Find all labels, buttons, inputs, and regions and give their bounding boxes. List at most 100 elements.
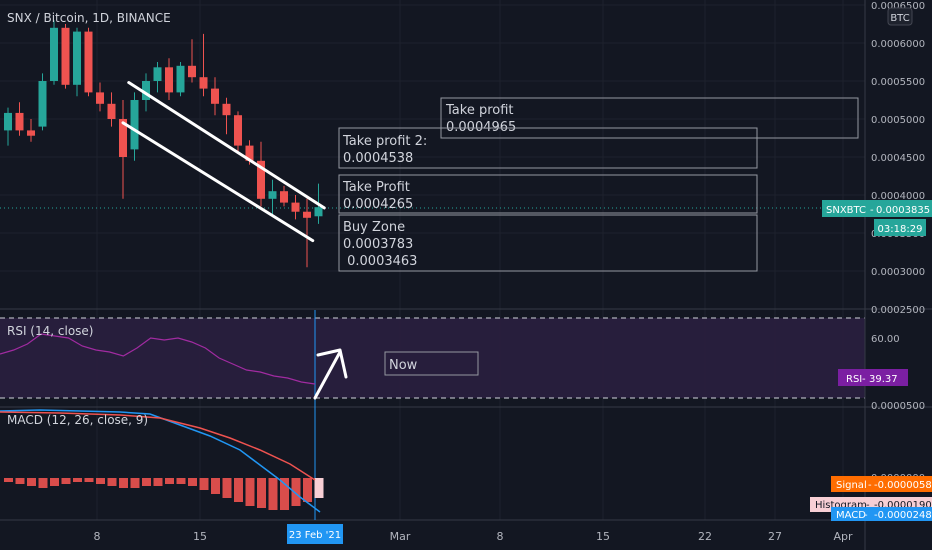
macd-separator: - — [864, 510, 868, 521]
candle-body — [153, 67, 162, 81]
rsi-value-tag — [838, 369, 908, 386]
annotation-line: 0.0003463 — [343, 254, 417, 269]
macd-histogram-bar — [165, 478, 174, 484]
histogram-value: -0.0000190 — [874, 500, 932, 511]
macd-histogram-bar — [73, 478, 82, 482]
annotation-take-profit-2[interactable]: Take profit 2: 0.0004538 — [338, 127, 758, 169]
rsi-value-separator: - — [862, 374, 866, 385]
macd-histogram-bar — [96, 478, 105, 484]
candle-body — [257, 160, 265, 199]
macd-tag — [831, 507, 932, 521]
signal-value: -0.0000058 — [874, 480, 932, 491]
candle-body — [199, 77, 208, 89]
macd-histogram-bar — [4, 478, 13, 482]
macd-histogram-bar — [199, 478, 209, 490]
annotation-take-profit-3[interactable]: Take profit 0.0004965 — [440, 97, 859, 139]
countdown-value: 03:18:29 — [878, 224, 923, 235]
candle-body — [119, 119, 127, 157]
candle-body — [176, 65, 185, 93]
time-tick-label: 15 — [193, 530, 207, 543]
candle-body — [4, 112, 12, 131]
macd-histogram-bar — [314, 478, 324, 498]
arrow-shaft — [313, 350, 342, 400]
countdown-tag — [874, 219, 926, 236]
macd-histogram-bar — [50, 478, 59, 486]
macd-histogram-bar — [268, 478, 278, 510]
last-price-tag — [822, 200, 932, 217]
histogram-label: Histogram — [815, 500, 867, 511]
candle-body — [107, 103, 116, 119]
last-price-separator: - — [870, 205, 874, 216]
macd-histogram-bar — [303, 478, 312, 502]
macd-histogram-bar — [15, 478, 25, 484]
annotation-line: Take profit 2: — [342, 134, 427, 149]
histogram-separator: - — [866, 500, 870, 511]
macd-histogram-bar — [130, 478, 140, 488]
candle-body — [165, 67, 173, 93]
time-tick-label: 15 — [596, 530, 610, 543]
macd-histogram-bar — [280, 478, 289, 510]
macd-histogram — [4, 478, 324, 510]
macd-histogram-bar — [107, 478, 117, 486]
price-tick-label: 0.0005000 — [871, 115, 925, 126]
signal-label: Signal — [836, 480, 867, 491]
annotation-buy-zone[interactable]: Buy Zone 0.0003783 0.0003463 — [338, 214, 758, 272]
price-tick-label: 0.0004000 — [871, 191, 925, 202]
macd-histogram-bar — [119, 478, 128, 488]
time-tick-label: 22 — [698, 530, 712, 543]
macd-histogram-bar — [84, 478, 94, 482]
time-tick-label: 8 — [497, 530, 504, 543]
candle-body — [96, 92, 104, 104]
macd-signal-line — [0, 411, 316, 481]
time-axis[interactable]: 8 15 Mar 8 15 22 27 Apr — [94, 530, 853, 543]
price-tick-label: 0.0006000 — [871, 39, 925, 50]
macd-axis-label-top: 0.0000500 — [871, 401, 925, 412]
candle-body — [130, 100, 139, 150]
candle-body — [303, 211, 311, 218]
macd-histogram-bar — [61, 478, 71, 484]
macd-histogram-bar — [291, 478, 301, 506]
rsi-value: 39.37 — [869, 374, 898, 385]
rsi-value-label: RSI — [846, 374, 862, 385]
annotation-now[interactable]: Now — [384, 351, 479, 376]
candle-body — [188, 65, 196, 78]
candle-body — [291, 202, 300, 212]
rsi-title: RSI (14, close) — [7, 324, 93, 338]
macd-histogram-bar — [222, 478, 232, 498]
currency-badge-label: BTC — [890, 13, 909, 24]
up-arrow-drawing[interactable] — [313, 348, 348, 400]
currency-badge[interactable] — [887, 7, 913, 26]
candle-body — [234, 115, 242, 146]
price-axis[interactable]: 0.0006500 0.0006000 0.0005500 0.0005000 0.00… — [871, 1, 925, 316]
annotation-box — [338, 127, 758, 169]
price-tick-label: 0.0005500 — [871, 77, 925, 88]
macd-title: MACD (12, 26, close, 9) — [7, 413, 148, 427]
annotation-line: 0.0004538 — [343, 151, 413, 166]
candle-body — [84, 31, 93, 93]
trendline[interactable] — [127, 81, 326, 210]
trendlines — [121, 81, 326, 243]
crosshair-date: 23 Feb '21 — [289, 530, 341, 541]
candle-body — [50, 27, 58, 81]
candle-body — [211, 88, 219, 104]
annotation-line: Buy Zone — [343, 220, 405, 235]
time-tick-label: Apr — [833, 530, 853, 543]
annotation-line: Now — [389, 358, 418, 373]
candle-body — [38, 81, 47, 127]
rsi-band — [0, 318, 865, 398]
last-price-symbol: SNXBTC — [826, 205, 866, 216]
candle-body — [27, 130, 35, 136]
annotation-take-profit-1[interactable]: Take Profit 0.0004265 — [338, 174, 758, 214]
time-tick-label: 27 — [768, 530, 782, 543]
candle-body — [222, 103, 231, 116]
candle-body — [15, 112, 24, 131]
trendline[interactable] — [121, 121, 315, 243]
last-price-value: 0.0003835 — [876, 205, 930, 216]
price-tick-label: 0.0002500 — [871, 305, 925, 316]
macd-histogram-bar — [153, 478, 163, 486]
macd-histogram-bar — [234, 478, 243, 502]
annotation-line: Take profit — [445, 103, 514, 118]
macd-value: -0.0000248 — [874, 510, 932, 521]
macd-histogram-bar — [257, 478, 266, 508]
